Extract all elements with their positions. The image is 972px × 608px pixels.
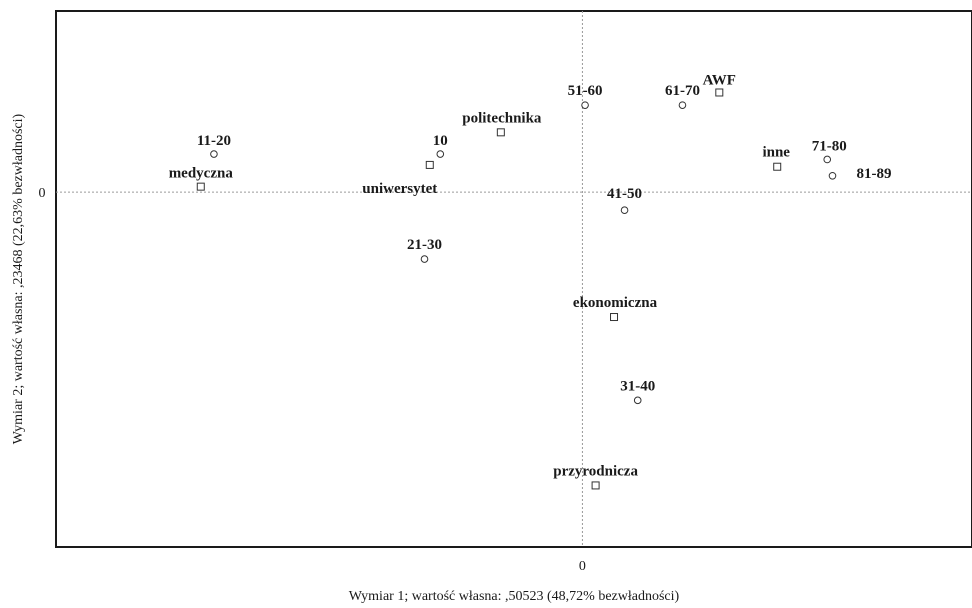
point-marker-przyrodnicza: [591, 481, 600, 490]
x-axis-ticks: 0: [579, 559, 586, 574]
x-tick-label: 0: [579, 559, 586, 574]
point-marker-10: [436, 150, 445, 158]
point-label-51-60: 51-60: [568, 83, 603, 99]
point-marker-21-30: [420, 255, 429, 263]
point-label-71-80: 71-80: [812, 138, 847, 154]
point-marker-politechnika: [496, 128, 505, 137]
data-points: 11-20 10 51-60 61-70 71-80 81-89 41-50 21-30 31-…: [169, 72, 891, 490]
point-label-ekonomiczna: ekonomiczna: [573, 295, 658, 311]
point-label-inne: inne: [762, 145, 790, 161]
y-tick-label: 0: [39, 186, 46, 201]
point-marker-11-20: [210, 150, 218, 158]
point-marker-31-40: [633, 396, 642, 405]
point-label-awf: AWF: [703, 72, 736, 88]
point-marker-51-60: [581, 101, 589, 109]
point-label-medyczna: medyczna: [169, 166, 234, 182]
point-label-41-50: 41-50: [607, 186, 642, 202]
point-label-przyrodnicza: przyrodnicza: [553, 463, 638, 479]
plot-area-frame: [55, 10, 972, 548]
point-label-11-20: 11-20: [197, 133, 231, 149]
point-marker-awf: [715, 88, 724, 97]
point-label-21-30: 21-30: [407, 237, 442, 253]
point-marker-41-50: [620, 206, 629, 214]
point-label-politechnika: politechnika: [462, 110, 542, 126]
point-marker-81-89: [828, 171, 837, 180]
point-label-61-70: 61-70: [665, 83, 700, 99]
point-marker-uniwersytet: [425, 160, 434, 169]
point-label-10: 10: [433, 133, 448, 149]
y-axis-title: Wymiar 2; wartość własna: ,23468 (22,63%…: [11, 113, 26, 444]
point-marker-71-80: [823, 155, 832, 164]
point-label-81-89: 81-89: [856, 166, 891, 182]
point-marker-inne: [773, 162, 782, 171]
point-label-uniwersytet: uniwersytet: [362, 181, 437, 197]
point-label-31-40: 31-40: [620, 378, 655, 394]
point-marker-ekonomiczna: [610, 313, 619, 322]
y-axis-ticks: 0: [39, 186, 46, 201]
point-marker-61-70: [678, 101, 687, 109]
x-axis-title: Wymiar 1; wartość własna: ,50523 (48,72%…: [349, 589, 680, 604]
point-marker-medyczna: [196, 182, 205, 191]
